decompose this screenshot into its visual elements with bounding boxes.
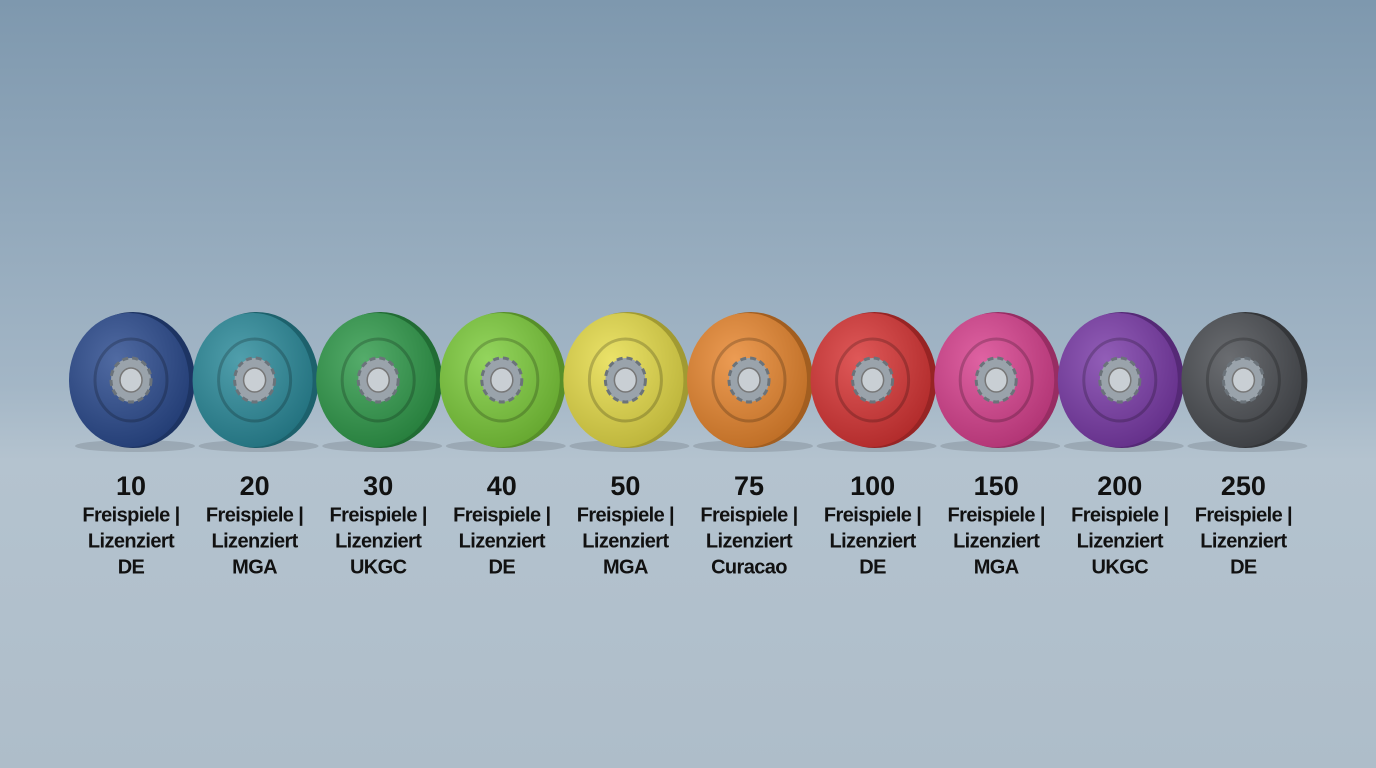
license: UKGC: [350, 556, 407, 578]
label-line: Lizenziert: [459, 530, 546, 552]
label-line: Lizenziert: [953, 530, 1040, 552]
chip-center: [984, 367, 1008, 393]
chip-center: [119, 367, 143, 393]
chip: [439, 312, 566, 452]
chip: [563, 312, 690, 452]
chip-center: [860, 367, 885, 393]
label-line: Freispiele |: [82, 504, 179, 526]
chip: [810, 312, 937, 452]
chip-ring: [711, 337, 787, 423]
label-line: Freispiele |: [1195, 504, 1292, 526]
label-line: Freispiele |: [948, 504, 1045, 526]
amount: 75: [734, 471, 764, 501]
label-line: Freispiele |: [577, 504, 674, 526]
chip-center: [242, 367, 267, 393]
license: DE: [859, 556, 886, 578]
amount: 30: [363, 471, 393, 501]
chip-center: [737, 367, 761, 393]
amount: 40: [487, 471, 517, 501]
license: DE: [118, 556, 145, 578]
license: DE: [489, 556, 516, 578]
chip-center: [613, 367, 638, 393]
amount: 100: [850, 471, 895, 501]
chip-center: [490, 367, 514, 393]
label-line: Freispiele |: [453, 504, 550, 526]
license: DE: [1230, 556, 1257, 578]
chip-ring: [587, 337, 663, 423]
chip: [316, 312, 443, 452]
label-line: Freispiele |: [330, 504, 427, 526]
label-line: Lizenziert: [829, 530, 916, 552]
amount: 250: [1221, 471, 1266, 501]
chip-ring: [835, 337, 911, 423]
chip-ring: [464, 337, 540, 423]
label-line: Lizenziert: [1200, 530, 1287, 552]
license: Curacao: [711, 556, 787, 578]
chip-ring: [93, 337, 169, 423]
chip: [1057, 312, 1184, 452]
chip-ring: [1082, 337, 1158, 423]
license: MGA: [232, 556, 277, 578]
chip-ring: [958, 337, 1034, 423]
license: UKGC: [1092, 556, 1149, 578]
label-line: Lizenziert: [335, 530, 422, 552]
chip-ring: [340, 337, 416, 423]
amount: 20: [240, 471, 270, 501]
label-line: Lizenziert: [211, 530, 298, 552]
license: MGA: [974, 556, 1019, 578]
chip: [69, 312, 195, 452]
label-line: Lizenziert: [582, 530, 669, 552]
label-line: Freispiele |: [700, 504, 797, 526]
label-line: Freispiele |: [206, 504, 303, 526]
amount: 50: [610, 471, 640, 501]
chip-ring: [1205, 337, 1281, 423]
label-line: Lizenziert: [88, 530, 175, 552]
chip-ring: [217, 337, 293, 423]
chip-center: [1108, 367, 1132, 393]
chip: [934, 312, 1061, 452]
label-line: Freispiele |: [824, 504, 921, 526]
label-line: Lizenziert: [1077, 530, 1164, 552]
amount: 10: [116, 471, 146, 501]
amount: 150: [974, 471, 1019, 501]
chip-center: [1231, 367, 1256, 393]
license: MGA: [603, 556, 648, 578]
chip-center: [366, 367, 390, 393]
chip: [192, 312, 319, 452]
chip: [687, 312, 813, 452]
label-line: Lizenziert: [706, 530, 793, 552]
amount: 200: [1097, 471, 1142, 501]
label-line: Freispiele |: [1071, 504, 1168, 526]
chip: [1181, 312, 1308, 452]
